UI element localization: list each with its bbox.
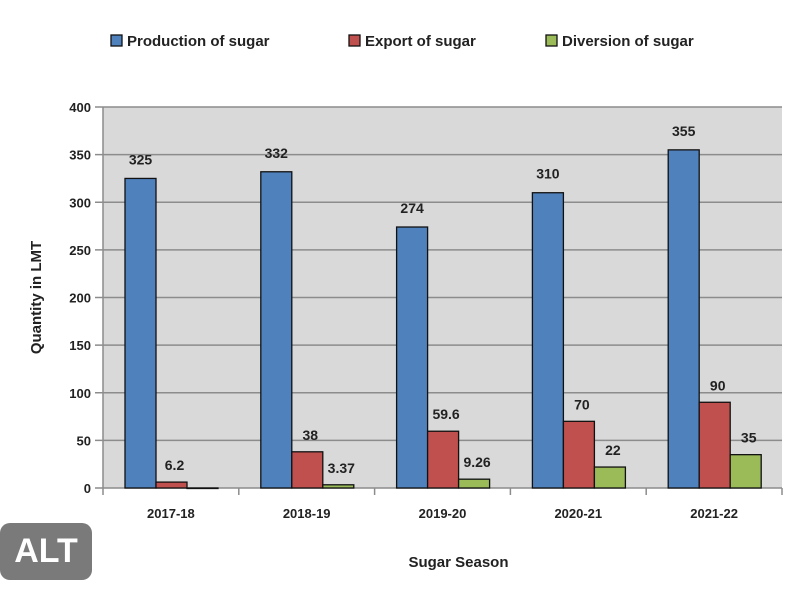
legend-label: Export of sugar [365,33,476,50]
alt-text-badge[interactable]: ALT [0,523,92,580]
bar-production-of-sugar [531,192,565,489]
y-tick-label: 300 [69,195,91,210]
x-tick-label: 2018-19 [283,506,331,521]
x-tick-label: 2021-22 [690,506,738,521]
data-label: 59.6 [432,406,459,422]
data-label: 9.26 [463,454,490,470]
x-tick-label: 2019-20 [419,506,467,521]
bar-diversion-of-sugar [593,466,627,489]
y-tick-label: 50 [77,433,91,448]
bar-diversion-of-sugar [457,478,491,489]
x-axis-title: Sugar Season [408,554,508,571]
data-label: 332 [265,145,289,161]
data-label: 355 [672,123,696,139]
data-label: 3.37 [328,460,355,476]
legend-label: Production of sugar [127,33,270,50]
data-label: 70 [574,396,590,412]
bar-diversion-of-sugar [729,454,762,489]
data-label: 274 [400,200,424,216]
legend-swatch [348,34,361,47]
y-tick-label: 350 [69,148,91,163]
data-label: 90 [710,377,726,393]
x-tick-label: 2020-21 [554,506,602,521]
legend-swatch [545,34,558,47]
data-label: 325 [129,151,153,167]
data-label: 38 [303,427,319,443]
data-label: 22 [605,442,621,458]
y-tick-label: 250 [69,243,91,258]
bar-export-of-sugar [291,451,324,489]
y-tick-label: 200 [69,291,91,306]
bar-export-of-sugar [155,481,188,489]
legend-label: Diversion of sugar [562,33,694,50]
bar-production-of-sugar [124,177,157,489]
bar-diversion-of-sugar [322,484,355,489]
data-label: 310 [536,166,560,182]
y-tick-label: 100 [69,386,91,401]
bar-export-of-sugar [698,401,731,489]
legend-swatch [110,34,123,47]
y-tick-label: 150 [69,338,91,353]
y-axis-title: Quantity in LMT [28,241,45,354]
bar-export-of-sugar [562,420,596,489]
x-tick-label: 2017-18 [147,506,195,521]
bar-production-of-sugar [260,171,293,489]
bar-production-of-sugar [667,149,700,489]
bar-export-of-sugar [426,430,460,489]
bar-production-of-sugar [395,226,429,489]
data-label: 35 [741,430,757,446]
data-label: 6.2 [165,457,185,473]
y-tick-label: 400 [69,100,91,115]
y-tick-label: 0 [84,481,91,496]
bar-diversion-of-sugar [186,487,219,490]
